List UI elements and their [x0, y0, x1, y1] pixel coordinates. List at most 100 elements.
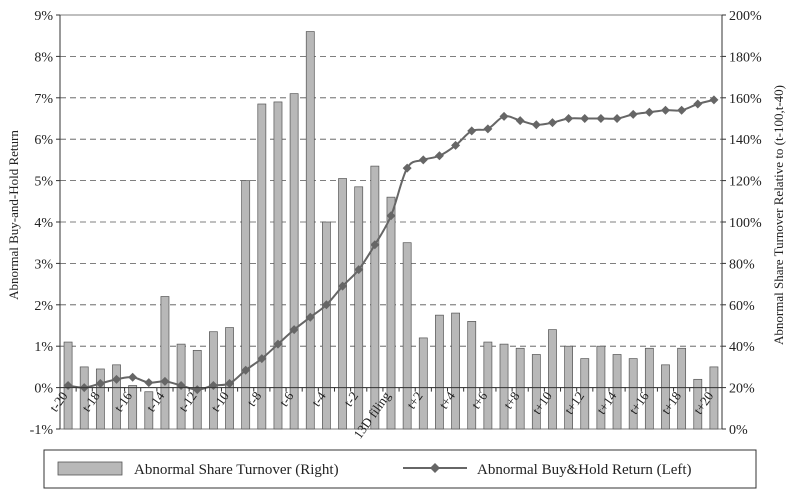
turnover-bar [322, 221, 331, 430]
return-point [612, 114, 622, 123]
right-tick-label: 160% [729, 92, 762, 107]
left-tick-label: 3% [34, 257, 53, 272]
return-point [483, 124, 493, 134]
return-point [547, 118, 557, 128]
turnover-bar [677, 347, 687, 430]
turnover-bar [483, 341, 493, 430]
return-point [644, 107, 654, 117]
return-point [660, 105, 670, 115]
return-point [289, 325, 299, 335]
return-point [338, 281, 348, 291]
turnover-bar [515, 347, 525, 430]
return-point [515, 116, 525, 126]
turnover-bar [612, 354, 622, 430]
turnover-bar [209, 331, 218, 430]
return-point [580, 114, 590, 123]
turnover-bar [241, 180, 251, 430]
return-point [354, 265, 364, 275]
turnover-bar [435, 314, 444, 430]
turnover-bar [402, 242, 412, 430]
return-point [95, 378, 105, 388]
return-point [305, 312, 315, 322]
return-point [241, 365, 251, 375]
turnover-bar [354, 186, 364, 430]
return-point [160, 376, 170, 386]
return-point [628, 109, 638, 119]
return-point [128, 372, 138, 382]
return-point [418, 155, 428, 165]
return-point [144, 378, 154, 388]
turnover-bar [693, 378, 703, 430]
right-tick-label: 120% [729, 175, 762, 190]
turnover-bar [128, 385, 138, 430]
left-tick-label: 8% [34, 50, 53, 65]
turnover-bar [305, 31, 315, 430]
right-tick-label: 200% [729, 9, 762, 24]
left-tick-label: 6% [34, 133, 53, 148]
return-point [112, 374, 122, 384]
return-point [564, 114, 574, 123]
return-point [451, 140, 461, 150]
return-point [402, 163, 412, 173]
left-tick-label: 2% [34, 299, 53, 314]
turnover-bar [144, 391, 154, 430]
turnover-bar [79, 366, 89, 430]
return-point [321, 300, 331, 310]
left-tick-label: 7% [34, 92, 53, 107]
right-tick-label: 100% [729, 216, 762, 231]
right-axis-ticks: 0% 20% 40% 60% 80% 100% 120% 140% 160% 180% 200% [722, 9, 762, 438]
return-point [386, 211, 396, 221]
turnover-bar [95, 368, 105, 430]
right-tick-label: 20% [729, 382, 755, 397]
turnover-bar [709, 366, 719, 430]
right-axis-label: Abnormal Share Turnover Relative to (t-1… [771, 85, 786, 345]
return-point [677, 105, 687, 115]
legend-line-label: Abnormal Buy&Hold Return (Left) [477, 462, 692, 478]
turnover-bar [418, 337, 428, 430]
turnover-bar [370, 165, 380, 430]
turnover-bar [499, 343, 509, 430]
turnover-bar [531, 354, 541, 430]
return-point [467, 126, 477, 136]
turnover-bar [580, 358, 590, 430]
left-tick-label: 5% [34, 175, 53, 190]
turnover-bar [628, 358, 638, 430]
left-tick-label: 0% [34, 382, 53, 397]
right-tick-label: 140% [729, 133, 762, 148]
turnover-bar [386, 196, 396, 430]
return-point [499, 111, 509, 121]
legend: Abnormal Share Turnover (Right) Abnormal… [43, 449, 757, 489]
return-point [434, 151, 444, 161]
turnover-bar [273, 101, 283, 430]
return-point [531, 120, 541, 130]
turnover-bar [644, 347, 654, 430]
turnover-bar [257, 103, 267, 430]
right-tick-label: 180% [729, 50, 762, 65]
turnover-bar [338, 178, 347, 430]
return-point [693, 99, 703, 109]
x-tick-label: t-8 [244, 389, 265, 409]
turnover-bar [548, 329, 557, 430]
turnover-bar [225, 327, 234, 430]
legend-line-marker [430, 463, 440, 473]
return-point [225, 378, 235, 388]
right-tick-label: 60% [729, 299, 755, 314]
left-tick-label: 4% [34, 216, 53, 231]
right-tick-label: 40% [729, 340, 755, 355]
legend-bar-label: Abnormal Share Turnover (Right) [134, 462, 339, 478]
return-point [370, 240, 380, 250]
x-tick-label: t-2 [341, 389, 362, 409]
return-point [257, 354, 267, 364]
turnover-bar [451, 312, 460, 430]
right-tick-label: 0% [729, 423, 748, 438]
turnover-bar [467, 321, 477, 430]
turnover-bar [112, 364, 121, 430]
return-line [63, 95, 719, 395]
turnover-bars [63, 31, 719, 430]
return-point [273, 339, 283, 349]
right-tick-label: 80% [729, 257, 755, 272]
legend-bar-swatch [57, 461, 123, 476]
legend-frame [43, 449, 757, 489]
left-tick-label: -1% [30, 423, 54, 438]
